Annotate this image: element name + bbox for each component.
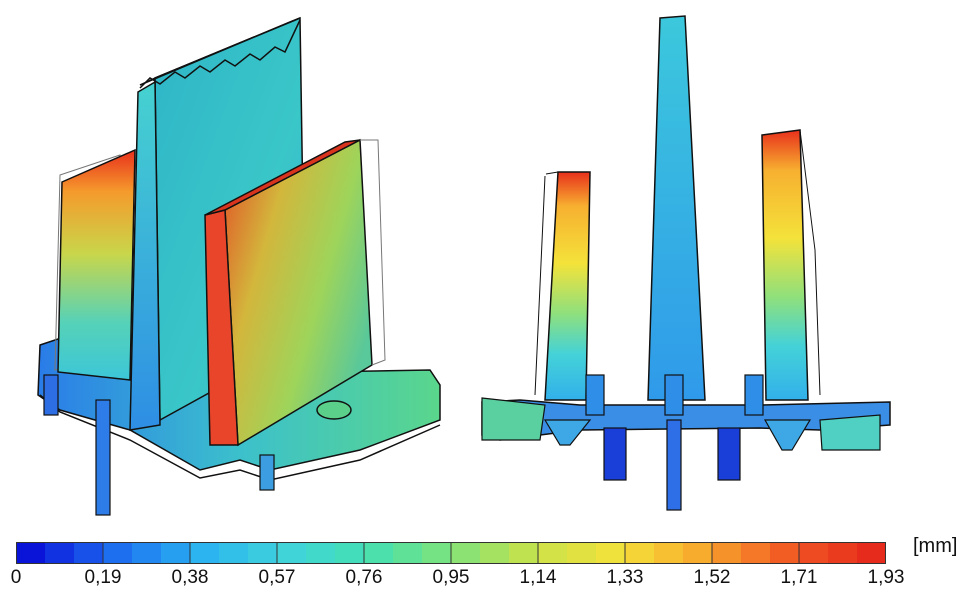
color-band (306, 542, 336, 564)
color-band (567, 542, 597, 564)
color-band (654, 542, 684, 564)
tick-label: 1,52 (693, 567, 731, 588)
color-band (335, 542, 365, 564)
color-band (625, 542, 655, 564)
boss-hole (316, 400, 352, 420)
color-band (132, 542, 162, 564)
undeformed-outline-right (360, 139, 386, 366)
sprue-pin (603, 427, 627, 481)
tick-label: 0,38 (171, 567, 209, 588)
color-band (538, 542, 568, 564)
color-band (364, 542, 394, 564)
unit-label: [mm] (913, 535, 958, 557)
sprue-post (585, 374, 605, 416)
left-fin (57, 148, 136, 381)
color-band (248, 542, 278, 564)
color-band (393, 542, 423, 564)
color-band (799, 542, 829, 564)
color-band (828, 542, 858, 564)
color-band (712, 542, 742, 564)
isometric-view (37, 16, 441, 516)
bar-outline (16, 542, 886, 564)
color-band (683, 542, 713, 564)
color-band (509, 542, 539, 564)
sprue-main (666, 419, 682, 511)
runner-left (481, 397, 546, 441)
color-band (480, 542, 510, 564)
tick-label: 1,33 (606, 567, 644, 588)
sprue-pin (717, 427, 741, 481)
tick-label: 0,19 (84, 567, 122, 588)
comb-top (139, 19, 301, 89)
runner-right (819, 414, 881, 451)
center-panel-edge (129, 80, 161, 431)
center-panel-top (139, 17, 301, 86)
tick-label: 0 (10, 567, 22, 588)
left-side-fin-outline (534, 171, 559, 396)
sprue-post (664, 374, 684, 416)
color-band (770, 542, 800, 564)
gate-cone (543, 419, 592, 446)
color-band (161, 542, 191, 564)
color-band (45, 542, 75, 564)
deformation-figure (37, 15, 891, 516)
right-side-fin-outline (799, 129, 821, 396)
tick-label: 0,57 (258, 567, 296, 588)
color-band (741, 542, 771, 564)
color-band (422, 542, 452, 564)
feed-post (259, 454, 275, 491)
color-band (74, 542, 104, 564)
feed-post (95, 399, 111, 516)
color-band (451, 542, 481, 564)
tick-label: 1,93 (867, 567, 905, 588)
left-side-fin (544, 171, 591, 401)
color-band (103, 542, 133, 564)
sprue-post (744, 374, 764, 416)
tick-label: 0,95 (432, 567, 470, 588)
color-band (857, 542, 886, 564)
color-legend: [mm] 0 0,19 0,38 0,57 0,76 0,95 1,14 1,33 1,52 1,… (0, 520, 968, 588)
color-band (277, 542, 307, 564)
tick-label: 1,14 (519, 567, 557, 588)
tick-label: 1,71 (780, 567, 818, 588)
color-scale-bar (16, 542, 886, 564)
center-fin (647, 15, 706, 401)
gate-cone (763, 419, 812, 451)
front-view (481, 15, 891, 511)
color-band (16, 542, 46, 564)
right-side-fin (761, 129, 809, 401)
color-band (596, 542, 626, 564)
base-plate-edge (39, 394, 441, 481)
tick-label: 0,76 (345, 567, 383, 588)
color-band (190, 542, 220, 564)
color-band (219, 542, 249, 564)
feed-post (43, 374, 59, 416)
